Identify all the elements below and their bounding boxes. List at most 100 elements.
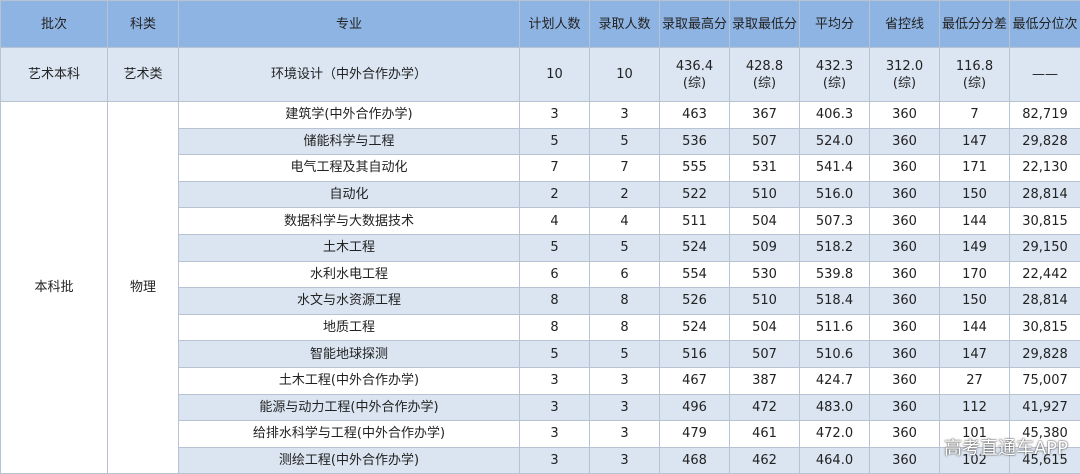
cell: 112 — [939, 393, 1010, 422]
cell: 507 — [729, 127, 800, 156]
table-row: 自动化 2 2 522 510 516.0 360 150 28,814 — [1, 180, 1080, 209]
cell: 516 — [659, 340, 730, 368]
cell: 432.3 (综) — [799, 47, 870, 102]
cell: 312.0 (综) — [869, 47, 940, 102]
cell: 116.8 (综) — [939, 47, 1010, 102]
cell: 510 — [729, 287, 800, 315]
cell: 360 — [869, 340, 940, 368]
header-cell: 最低分分差 — [939, 0, 1010, 48]
table-row: 水利水电工程 6 6 554 530 539.8 360 170 22,442 — [1, 260, 1080, 289]
cell: 507 — [729, 340, 800, 368]
cell: 511.6 — [799, 313, 870, 342]
cell: 360 — [869, 420, 940, 448]
cell: 水文与水资源工程 — [178, 287, 520, 315]
cell: 艺术类 — [107, 47, 179, 102]
cell: 给排水科学与工程(中外合作办学) — [178, 420, 520, 448]
cell: 艺术本科 — [0, 47, 108, 102]
cell: 518.4 — [799, 287, 870, 315]
batch-cell: 本科批 — [0, 100, 108, 474]
cell: —— — [1009, 47, 1080, 102]
cell: 28,814 — [1009, 287, 1080, 315]
cell: 524 — [659, 313, 730, 342]
cell: 360 — [869, 313, 940, 342]
cell: 360 — [869, 393, 940, 422]
cell: 3 — [519, 420, 590, 448]
cell: 360 — [869, 366, 940, 395]
cell: 5 — [519, 127, 590, 156]
cell: 479 — [659, 420, 730, 448]
cell: 5 — [589, 127, 660, 156]
cell: 360 — [869, 207, 940, 235]
cell: 530 — [729, 260, 800, 289]
cell: 472.0 — [799, 420, 870, 448]
cell: 7 — [589, 154, 660, 182]
cell: 土木工程(中外合作办学) — [178, 366, 520, 395]
cell: 472 — [729, 393, 800, 422]
header-cell: 专业 — [178, 0, 520, 48]
cell: 147 — [939, 127, 1010, 156]
cell: 3 — [589, 101, 660, 129]
cell: 3 — [589, 420, 660, 448]
table-body: 艺术本科 艺术类 环境设计（中外合作办学） 10 10 436.4 (综) 428.8 (综… — [0, 47, 1080, 474]
cell: 10 — [519, 47, 590, 102]
cell: 3 — [519, 366, 590, 395]
cell: 496 — [659, 393, 730, 422]
header-cell: 计划人数 — [519, 0, 590, 48]
cell: 27 — [939, 366, 1010, 395]
cell: 461 — [729, 420, 800, 448]
cell: 170 — [939, 260, 1010, 289]
table-row: 艺术本科 艺术类 环境设计（中外合作办学） 10 10 436.4 (综) 428.8 (综… — [0, 47, 1080, 102]
cell: 储能科学与工程 — [178, 127, 520, 156]
cell: 地质工程 — [178, 313, 520, 342]
cell: 360 — [869, 233, 940, 262]
table-row: 地质工程 8 8 524 504 511.6 360 144 30,815 — [1, 313, 1080, 342]
header-cell: 批次 — [0, 0, 108, 48]
header-row: 批次 科类 专业 计划人数 录取人数 录取最高分 录取最低分 平均分 省控线 最低分分差 最低分位次 — [0, 0, 1080, 48]
cell: 360 — [869, 127, 940, 156]
cell: 367 — [729, 101, 800, 129]
cell: 10 — [589, 47, 660, 102]
cell: 510.6 — [799, 340, 870, 368]
cell: 5 — [589, 233, 660, 262]
cell: 102 — [939, 446, 1010, 474]
cell: 518.2 — [799, 233, 870, 262]
cell: 数据科学与大数据技术 — [178, 207, 520, 235]
table-row: 土木工程(中外合作办学) 3 3 467 387 424.7 360 27 75,007 — [1, 366, 1080, 395]
cell: 自动化 — [178, 180, 520, 209]
cell: 土木工程 — [178, 233, 520, 262]
cell: 507.3 — [799, 207, 870, 235]
cell: 3 — [519, 101, 590, 129]
cell: 3 — [519, 446, 590, 474]
cell: 8 — [519, 287, 590, 315]
cell: 462 — [729, 446, 800, 474]
cell: 144 — [939, 313, 1010, 342]
cell: 524.0 — [799, 127, 870, 156]
cell: 360 — [869, 260, 940, 289]
cell: 29,828 — [1009, 127, 1080, 156]
cell: 3 — [589, 393, 660, 422]
cell: 387 — [729, 366, 800, 395]
header-cell: 录取最低分 — [729, 0, 800, 48]
cell: 2 — [519, 180, 590, 209]
cell: 504 — [729, 313, 800, 342]
cell: 29,150 — [1009, 233, 1080, 262]
watermark: 高考直通车APP — [943, 438, 1068, 459]
cell: 150 — [939, 287, 1010, 315]
cell: 45,615 — [1009, 446, 1080, 474]
header-cell: 科类 — [107, 0, 179, 48]
cell: 554 — [659, 260, 730, 289]
cell: 41,927 — [1009, 393, 1080, 422]
table-row: 本科批 物理 建筑学(中外合作办学) 3 3 463 367 406.3 360 7 82,719 — [0, 100, 1080, 474]
subject-cell: 物理 — [107, 100, 179, 474]
cell: 3 — [589, 366, 660, 395]
table-row: 能源与动力工程(中外合作办学) 3 3 496 472 483.0 360 112 41,927 — [1, 393, 1080, 422]
cell: 8 — [589, 313, 660, 342]
cell: 360 — [869, 287, 940, 315]
cell: 464.0 — [799, 446, 870, 474]
cell: 7 — [519, 154, 590, 182]
table-row: 测绘工程(中外合作办学) 3 3 468 462 464.0 360 102 45,615 — [1, 446, 1080, 474]
cell: 测绘工程(中外合作办学) — [178, 446, 520, 474]
cell: 483.0 — [799, 393, 870, 422]
cell: 555 — [659, 154, 730, 182]
